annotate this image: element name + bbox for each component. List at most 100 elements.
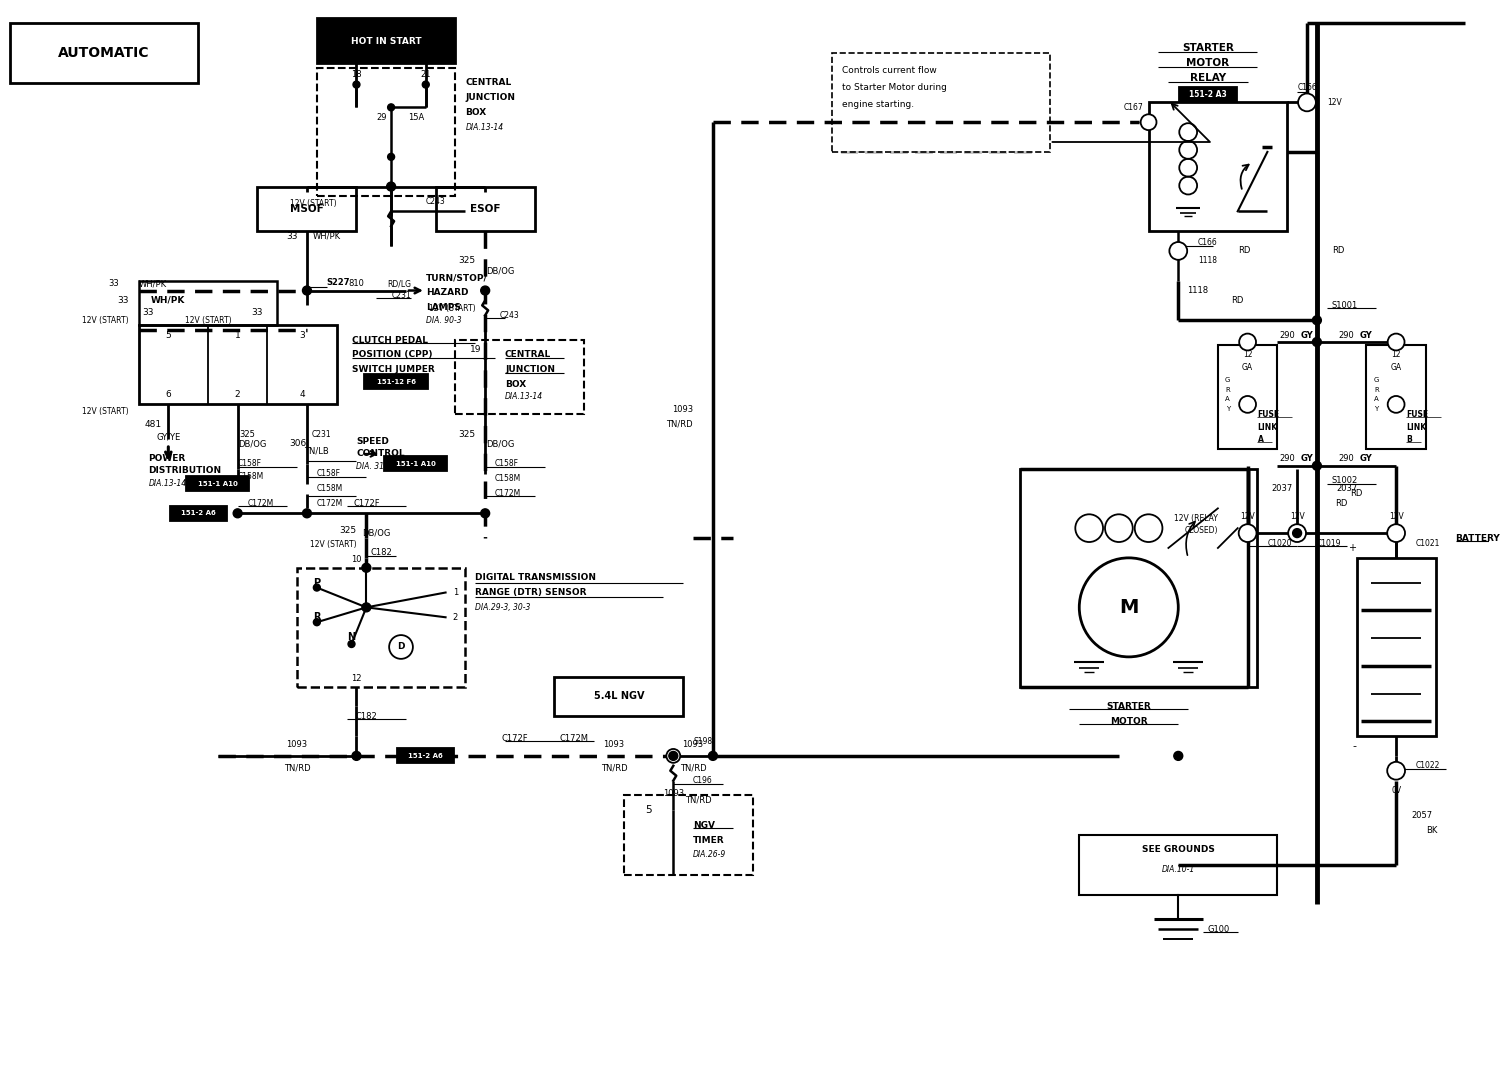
Bar: [11, 23, 199, 83]
Circle shape: [1292, 529, 1301, 537]
Text: SPEED: SPEED: [356, 436, 390, 445]
Text: CENTRAL: CENTRAL: [465, 78, 511, 87]
Circle shape: [302, 509, 311, 518]
Text: 33: 33: [143, 308, 155, 317]
Text: MOTOR: MOTOR: [1110, 717, 1148, 726]
Circle shape: [1387, 762, 1405, 780]
Text: TURN/STOP/: TURN/STOP/: [426, 273, 487, 282]
Text: C158F: C158F: [495, 459, 519, 468]
Bar: [555, 677, 683, 716]
Text: 151-1 A10: 151-1 A10: [396, 461, 436, 467]
Text: 290: 290: [1339, 331, 1355, 339]
Text: S1002: S1002: [1331, 477, 1358, 485]
Text: FUSE: FUSE: [1257, 410, 1280, 419]
Text: Y: Y: [1375, 406, 1379, 412]
Text: 290: 290: [1280, 331, 1295, 339]
Text: TN/RD: TN/RD: [680, 764, 707, 772]
Text: 1093: 1093: [683, 740, 704, 749]
Bar: [317, 67, 456, 197]
Circle shape: [1239, 396, 1256, 412]
Circle shape: [362, 564, 371, 572]
Text: 6: 6: [165, 390, 171, 399]
Text: 21: 21: [421, 70, 432, 79]
Bar: [832, 53, 1050, 152]
Text: HOT IN START: HOT IN START: [350, 37, 421, 46]
Circle shape: [387, 182, 396, 191]
Text: JUNCTION: JUNCTION: [465, 92, 516, 102]
Text: RD/LG: RD/LG: [387, 280, 411, 288]
Text: DIA.13-14: DIA.13-14: [505, 392, 543, 401]
Text: 33: 33: [117, 296, 129, 305]
Text: GY: GY: [1301, 455, 1313, 463]
Circle shape: [362, 603, 371, 611]
Text: TN/RD: TN/RD: [284, 764, 310, 772]
Text: 12V (START): 12V (START): [185, 316, 232, 324]
Text: LINK: LINK: [1257, 422, 1277, 432]
Text: ESOF: ESOF: [469, 205, 501, 214]
Text: 290: 290: [1280, 455, 1295, 463]
Text: C1022: C1022: [1415, 762, 1441, 770]
Text: NGV: NGV: [693, 820, 714, 830]
Text: 12V (RELAY: 12V (RELAY: [1175, 514, 1218, 522]
Bar: [436, 186, 535, 231]
Circle shape: [1313, 461, 1322, 470]
Text: S198: S198: [693, 737, 713, 745]
Text: RD: RD: [1238, 246, 1250, 256]
Text: DB/OG: DB/OG: [238, 440, 266, 448]
Bar: [624, 795, 752, 875]
Bar: [138, 325, 337, 405]
Text: 12V (START): 12V (START): [83, 407, 129, 416]
Text: POWER: POWER: [149, 455, 186, 463]
Text: DIA.13-14: DIA.13-14: [149, 479, 186, 489]
Text: DISTRIBUTION: DISTRIBUTION: [149, 467, 221, 475]
Text: 1093: 1093: [286, 740, 308, 749]
Text: N: N: [347, 632, 355, 642]
Text: 1093: 1093: [663, 789, 684, 798]
Text: WH/PK: WH/PK: [138, 280, 167, 288]
Text: engine starting.: engine starting.: [842, 100, 914, 109]
Bar: [1020, 469, 1257, 687]
Circle shape: [1313, 337, 1322, 346]
Text: C166: C166: [1296, 83, 1318, 92]
Text: 33: 33: [251, 308, 263, 317]
Bar: [1218, 345, 1277, 449]
Text: 12V: 12V: [1327, 98, 1342, 107]
Text: C166: C166: [1199, 238, 1218, 247]
Text: C172M: C172M: [495, 489, 522, 498]
Circle shape: [352, 752, 361, 761]
Bar: [257, 186, 356, 231]
Text: POSITION (CPP): POSITION (CPP): [352, 350, 432, 359]
Text: 1: 1: [453, 588, 459, 597]
Text: C158M: C158M: [238, 472, 263, 481]
Text: FUSE: FUSE: [1406, 410, 1429, 419]
Bar: [1179, 87, 1236, 102]
Text: 151-2 A6: 151-2 A6: [180, 510, 215, 517]
Text: S1001: S1001: [1331, 301, 1358, 310]
Text: HAZARD: HAZARD: [426, 288, 468, 297]
Text: GY/YE: GY/YE: [156, 433, 180, 442]
Bar: [364, 374, 427, 390]
Text: GY: GY: [1301, 331, 1313, 339]
Bar: [397, 749, 454, 764]
Circle shape: [1080, 558, 1178, 657]
Text: TN/RD: TN/RD: [684, 796, 711, 805]
Text: 325: 325: [459, 257, 475, 265]
Bar: [1367, 345, 1426, 449]
Text: DIA.10-1: DIA.10-1: [1161, 865, 1194, 875]
Circle shape: [233, 509, 242, 518]
Text: CLUTCH PEDAL: CLUTCH PEDAL: [352, 335, 427, 345]
Circle shape: [1313, 316, 1322, 324]
Text: C1021: C1021: [1415, 539, 1441, 547]
Text: C172M: C172M: [559, 733, 588, 743]
Circle shape: [423, 82, 429, 88]
Text: RELAY: RELAY: [1190, 73, 1226, 83]
Text: RANGE (DTR) SENSOR: RANGE (DTR) SENSOR: [475, 588, 587, 597]
Text: R: R: [1226, 386, 1230, 393]
Text: DIA.26-9: DIA.26-9: [693, 851, 726, 860]
Text: R: R: [313, 613, 320, 622]
Text: 2: 2: [453, 613, 459, 621]
Text: C182: C182: [370, 548, 393, 557]
Text: C172M: C172M: [317, 499, 343, 508]
Text: D: D: [397, 643, 405, 652]
Text: DIGITAL TRANSMISSION: DIGITAL TRANSMISSION: [475, 573, 596, 582]
